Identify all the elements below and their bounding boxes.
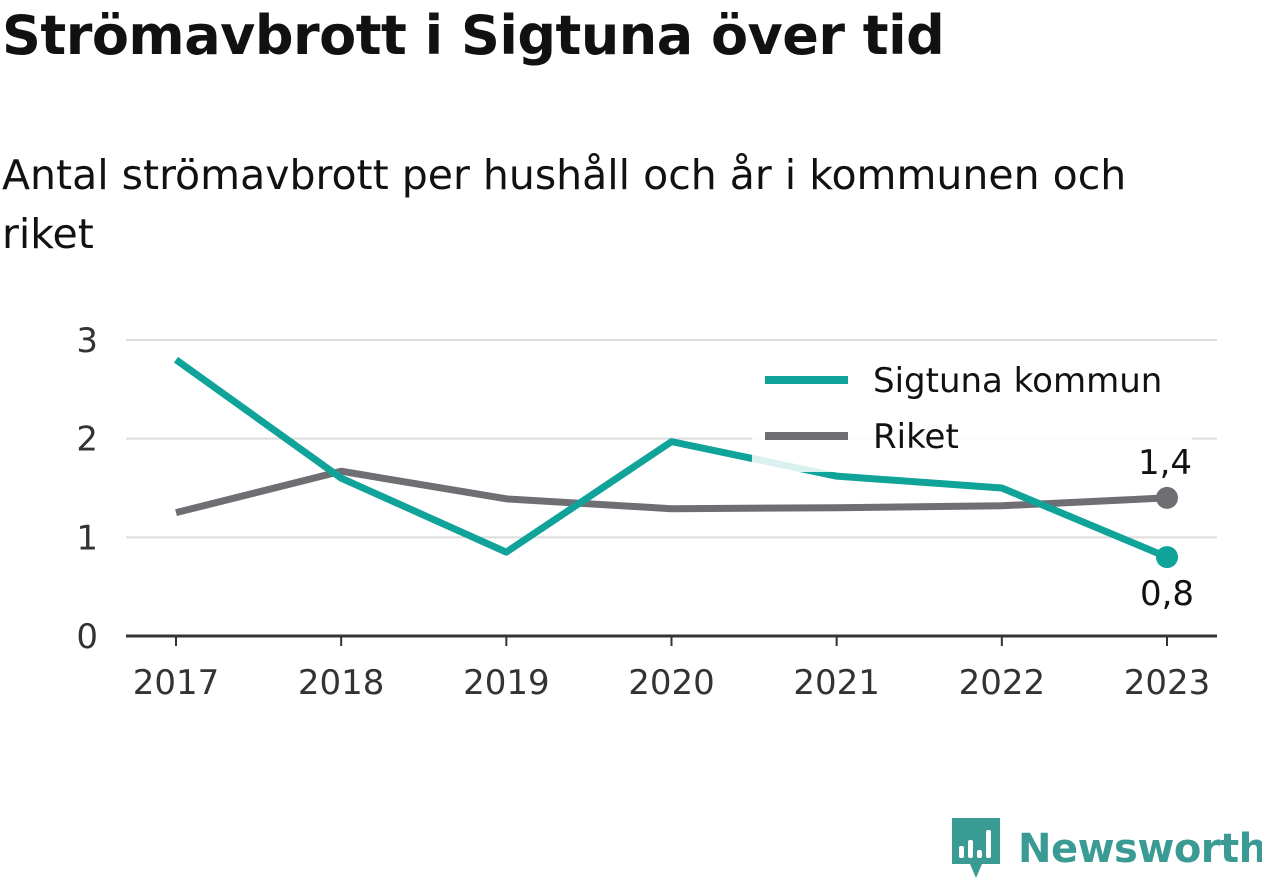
x-tick-label: 2019	[463, 663, 550, 703]
legend-label: Sigtuna kommun	[873, 361, 1162, 401]
end-value-labels: 0,8 1,4	[1135, 440, 1195, 614]
legend-background	[752, 350, 1192, 472]
y-tick-label: 3	[76, 321, 98, 361]
legend: Sigtuna kommun Riket	[752, 350, 1192, 472]
x-tick-label: 2020	[628, 663, 715, 703]
x-tick-label: 2022	[959, 663, 1046, 703]
x-tick-label: 2023	[1124, 663, 1211, 703]
y-tick-label: 2	[76, 420, 98, 460]
end-point-marker	[1156, 546, 1178, 569]
brand-logo: Newsworthy	[952, 818, 1262, 880]
brand-name: Newsworthy	[1018, 826, 1262, 872]
series-lines	[173, 356, 1178, 569]
end-value-label-riket: 1,4	[1138, 443, 1192, 483]
chart-subtitle: Antal strömavbrott per hushåll och år i …	[2, 151, 1127, 258]
legend-label: Riket	[873, 417, 959, 457]
y-tick-label: 0	[76, 617, 98, 657]
y-axis: 0 1 2 3	[76, 321, 98, 657]
end-value-label-sigtuna: 0,8	[1140, 574, 1194, 614]
series-line-riket	[175, 467, 1168, 517]
x-tick-label: 2018	[298, 663, 385, 703]
series-line-sigtuna-kommun	[173, 356, 1169, 561]
x-tick-label: 2017	[133, 663, 220, 703]
end-point-marker	[1156, 486, 1178, 509]
x-tick-label: 2021	[793, 663, 880, 703]
x-axis: 2017 2018 2019 2020 2021 2022 2023	[126, 634, 1217, 703]
newsworthy-bar-chart-icon	[952, 818, 1000, 878]
y-tick-label: 1	[76, 518, 98, 558]
chart-title: Strömavbrott i Sigtuna över tid	[2, 4, 945, 67]
